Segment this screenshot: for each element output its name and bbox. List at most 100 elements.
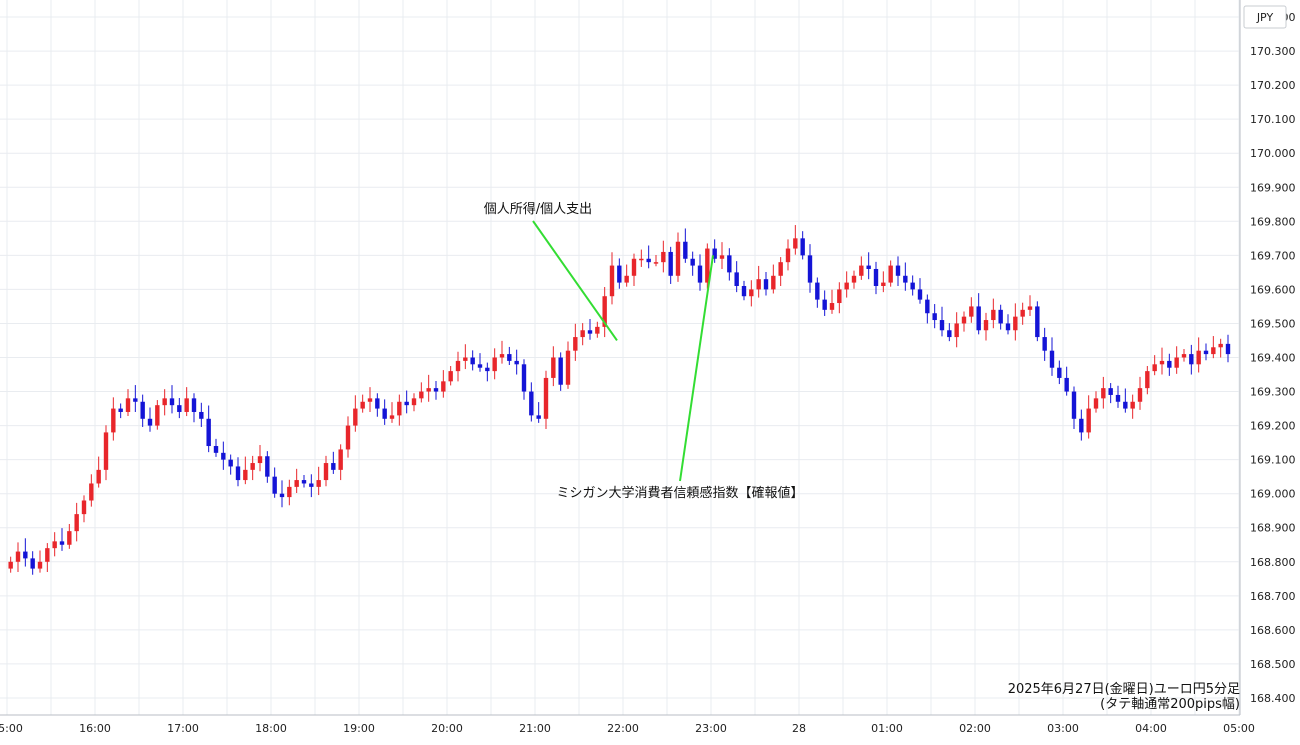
candle-body bbox=[89, 483, 94, 501]
grid-lines bbox=[0, 0, 1240, 715]
candle-body bbox=[367, 398, 373, 402]
candle-body bbox=[441, 381, 446, 392]
candle-body bbox=[243, 469, 248, 481]
candle-body bbox=[815, 282, 820, 300]
candle-body bbox=[639, 258, 644, 261]
candle-body bbox=[543, 377, 549, 419]
candle-body bbox=[1086, 408, 1091, 433]
candle-body bbox=[235, 466, 241, 481]
x-tick-label: 19:00 bbox=[343, 722, 375, 735]
candle-body bbox=[191, 398, 197, 412]
y-tick-label: 169.600 bbox=[1250, 283, 1296, 296]
candle-body bbox=[470, 357, 475, 365]
annotation-line bbox=[679, 255, 714, 482]
candle-body bbox=[221, 452, 226, 460]
y-tick-label: 169.700 bbox=[1250, 249, 1296, 262]
candle-body bbox=[492, 357, 497, 372]
candle-body bbox=[521, 364, 527, 392]
candle-body bbox=[976, 306, 981, 331]
candle-body bbox=[954, 323, 959, 338]
candle-body bbox=[125, 398, 131, 412]
candle-body bbox=[96, 469, 101, 484]
candle-body bbox=[866, 265, 871, 269]
candle-body bbox=[1123, 401, 1128, 409]
candle-body bbox=[1174, 357, 1179, 368]
annotation-line bbox=[532, 220, 618, 342]
candle-body bbox=[602, 296, 607, 327]
y-tick-label: 169.500 bbox=[1250, 317, 1296, 330]
candle-body bbox=[844, 282, 849, 290]
candle-body bbox=[375, 398, 380, 409]
candle-body bbox=[1013, 316, 1018, 331]
candle-body bbox=[1211, 347, 1216, 355]
x-tick-label: 20:00 bbox=[431, 722, 463, 735]
candle-body bbox=[448, 371, 453, 382]
candle-body bbox=[1049, 350, 1055, 368]
candle-body bbox=[756, 279, 761, 290]
candle-body bbox=[1218, 343, 1223, 348]
candle-body bbox=[1130, 401, 1135, 409]
candle-body bbox=[851, 275, 857, 283]
candle-body bbox=[485, 367, 490, 372]
candle-body bbox=[1020, 309, 1025, 317]
candle-body bbox=[675, 241, 681, 276]
y-tick-label: 168.500 bbox=[1250, 658, 1296, 671]
x-tick-label: 17:00 bbox=[167, 722, 199, 735]
x-tick-label: 28 bbox=[792, 722, 806, 735]
candle-body bbox=[690, 258, 695, 266]
candle-body bbox=[1189, 354, 1194, 365]
candle-body bbox=[771, 275, 776, 290]
candle-body bbox=[829, 303, 835, 310]
candle-body bbox=[683, 241, 688, 259]
candle-body bbox=[800, 238, 805, 256]
candle-body bbox=[133, 398, 138, 402]
candle-body bbox=[323, 463, 329, 481]
candle-body bbox=[250, 463, 255, 470]
candle-body bbox=[1181, 354, 1187, 358]
y-tick-label: 169.400 bbox=[1250, 352, 1296, 365]
candle-body bbox=[1057, 367, 1062, 378]
candle-body bbox=[37, 561, 43, 569]
candle-body bbox=[265, 456, 270, 477]
candle-body bbox=[1167, 360, 1172, 368]
currency-box[interactable] bbox=[1243, 5, 1287, 29]
candle-body bbox=[785, 248, 791, 263]
candle-body bbox=[969, 306, 974, 317]
candle-body bbox=[668, 251, 673, 276]
candle-body bbox=[206, 418, 211, 447]
x-tick-label: 22:00 bbox=[607, 722, 639, 735]
candle-body bbox=[631, 258, 637, 276]
candle-body bbox=[15, 551, 21, 562]
candle-body bbox=[624, 275, 629, 283]
candle-body bbox=[551, 357, 556, 378]
candle-body bbox=[147, 418, 153, 426]
candle-body bbox=[1196, 350, 1201, 365]
candle-body bbox=[514, 360, 519, 365]
candle-body bbox=[1042, 337, 1047, 351]
candle-body bbox=[991, 309, 996, 321]
candle-body bbox=[23, 551, 28, 559]
y-tick-label: 168.900 bbox=[1250, 522, 1296, 535]
candle-body bbox=[587, 330, 593, 334]
candle-body bbox=[734, 272, 739, 286]
caption-line-1: 2025年6月27日(金曜日)ユーロ円5分足 bbox=[1008, 681, 1240, 697]
candle-body bbox=[888, 265, 893, 283]
candle-body bbox=[1071, 391, 1077, 419]
x-tick-label: 03:00 bbox=[1047, 722, 1079, 735]
y-tick-label: 170.200 bbox=[1250, 79, 1296, 92]
candle-body bbox=[199, 411, 204, 419]
candle-body bbox=[1115, 394, 1121, 402]
x-tick-label: 18:00 bbox=[255, 722, 287, 735]
y-tick-label: 169.100 bbox=[1250, 454, 1296, 467]
x-tick-label: 21:00 bbox=[519, 722, 551, 735]
candle-body bbox=[411, 398, 417, 406]
candle-body bbox=[1035, 306, 1040, 338]
candle-body bbox=[925, 299, 930, 314]
candle-body bbox=[697, 265, 703, 283]
candle-body bbox=[382, 408, 387, 419]
y-tick-label: 169.000 bbox=[1250, 488, 1296, 501]
candle-body bbox=[140, 401, 145, 419]
candle-body bbox=[67, 531, 72, 545]
